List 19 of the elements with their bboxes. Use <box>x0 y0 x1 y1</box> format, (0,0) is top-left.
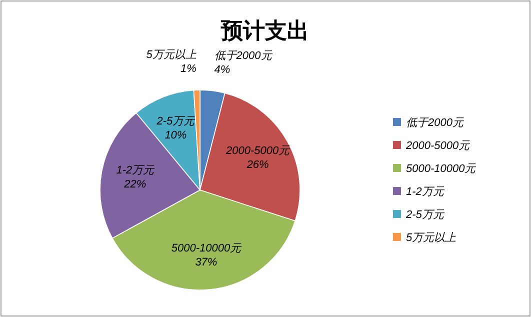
slice-label: 2000-5000元 <box>225 145 291 158</box>
slice-label: 2-5万元 <box>156 116 196 128</box>
slice-label: 1-2万元 <box>116 164 156 177</box>
data-label: 37% <box>195 256 218 269</box>
legend-label: 5000-10000元 <box>406 163 477 175</box>
legend-label: 低于2000元 <box>406 117 464 129</box>
slice-label: 低于2000元 <box>214 50 273 62</box>
legend-label: 1-2万元 <box>406 186 445 198</box>
data-label: 10% <box>164 130 187 142</box>
legend-label: 2-5万元 <box>405 209 445 221</box>
legend-label: 2000-5000元 <box>405 140 471 152</box>
legend-label: 5万元以上 <box>406 231 456 244</box>
slice-label: 5万元以上 <box>146 48 196 62</box>
data-label: 26% <box>246 159 270 172</box>
slice-label: 5000-10000元 <box>171 242 242 255</box>
data-label: 22% <box>123 178 146 191</box>
data-label: 1% <box>180 63 197 76</box>
chart-title: 预计支出 <box>220 18 309 43</box>
data-label: 4% <box>214 64 230 76</box>
